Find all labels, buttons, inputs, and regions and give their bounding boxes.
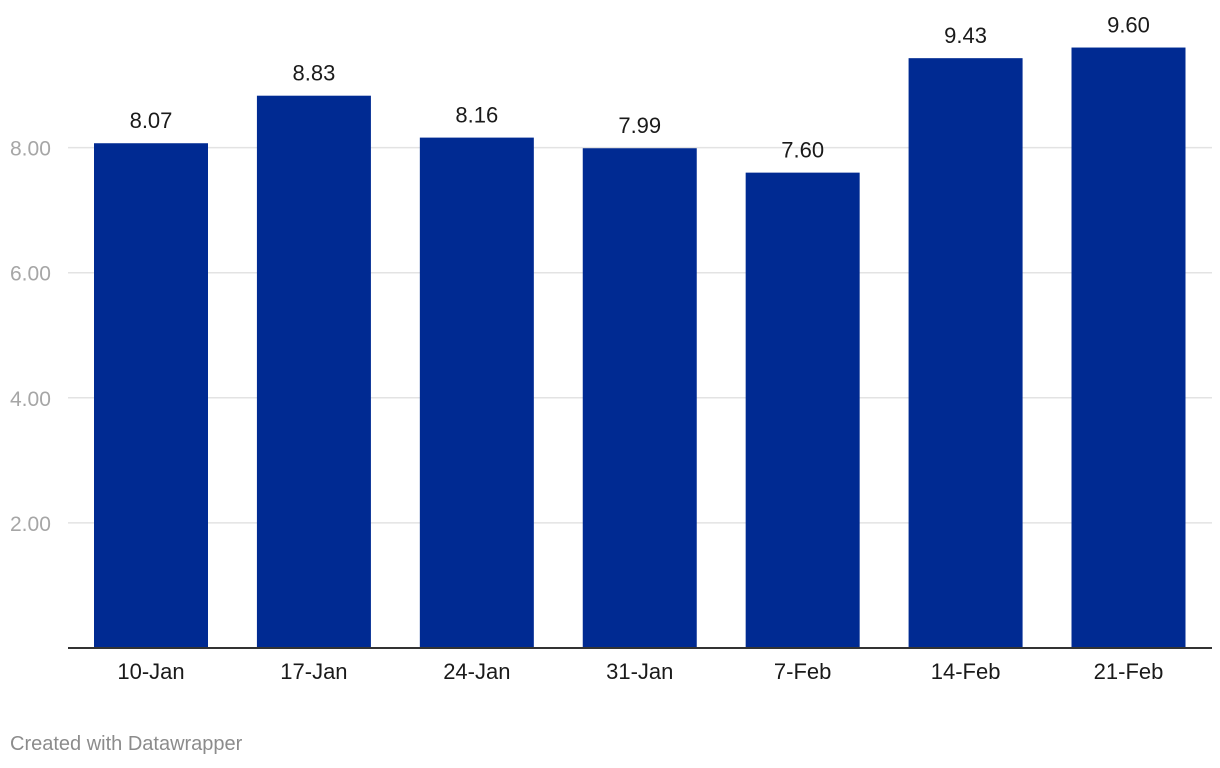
y-tick-label: 2.00 [10, 513, 51, 536]
bar [745, 172, 860, 648]
data-label: 7.99 [618, 113, 661, 138]
x-tick-label: 21-Feb [1094, 659, 1164, 684]
bar [1071, 47, 1186, 648]
bar [94, 143, 208, 648]
x-tick-label: 31-Jan [606, 659, 673, 684]
data-label: 8.16 [455, 103, 498, 128]
x-tick-label: 24-Jan [443, 659, 510, 684]
data-label: 8.07 [130, 108, 173, 133]
y-tick-label: 6.00 [10, 263, 51, 286]
bar [419, 137, 534, 648]
bar [256, 95, 371, 648]
x-tick-label: 14-Feb [931, 659, 1001, 684]
y-tick-label: 8.00 [10, 138, 51, 161]
x-tick-label: 7-Feb [774, 659, 831, 684]
data-label: 7.60 [781, 138, 824, 163]
data-label: 9.60 [1107, 13, 1150, 38]
data-label: 9.43 [944, 23, 987, 48]
bar-chart: 2.00 4.00 6.00 8.00 8.07 10-Jan 8.83 17-Jan 8.16… [10, 13, 1212, 684]
x-tick-label: 17-Jan [280, 659, 347, 684]
y-tick-label: 4.00 [10, 388, 51, 411]
x-tick-label: 10-Jan [117, 659, 184, 684]
credit-text: Created with Datawrapper [10, 733, 243, 755]
bar [908, 58, 1023, 649]
bar [582, 148, 697, 648]
data-label: 8.83 [293, 61, 336, 86]
